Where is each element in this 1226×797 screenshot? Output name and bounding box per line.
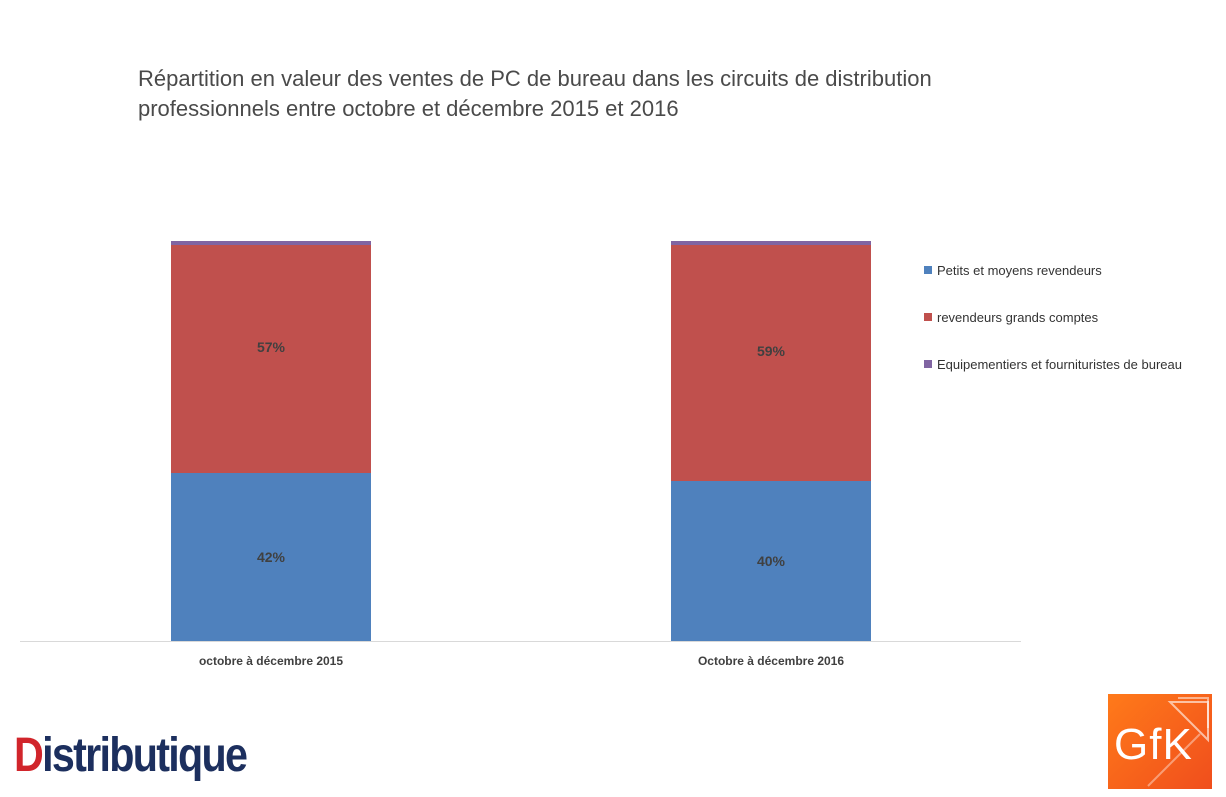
bar-segment-1-0 (171, 245, 371, 473)
legend-label-1: revendeurs grands comptes (937, 309, 1099, 325)
bar-segment-2-0 (171, 241, 371, 245)
gfk-logo: GfK (1108, 694, 1212, 789)
legend-item-1: revendeurs grands comptes (924, 307, 1224, 327)
legend-swatch-2 (924, 360, 932, 368)
data-label-0-0: 42% (257, 549, 286, 565)
legend-swatch-1 (924, 313, 932, 321)
legend-item-0: Petits et moyens revendeurs (924, 260, 1224, 280)
category-label-0: octobre à décembre 2015 (199, 654, 343, 668)
chart-title: Répartition en valeur des ventes de PC d… (138, 66, 932, 121)
chart-legend: Petits et moyens revendeurs revendeurs gr… (924, 260, 1224, 401)
legend-label-0: Petits et moyens revendeurs (937, 262, 1102, 278)
bar-segment-0-0 (171, 473, 371, 641)
legend-swatch-0 (924, 266, 932, 274)
bar-segment-2-1 (671, 241, 871, 245)
legend-item-2: Equipementiers et fournituristes de bure… (924, 354, 1224, 374)
category-label-1: Octobre à décembre 2016 (698, 654, 844, 668)
legend-label-2: Equipementiers et fournituristes de bure… (937, 356, 1182, 372)
data-label-1-0: 57% (257, 339, 286, 355)
distributique-logo: Distributique (14, 729, 248, 782)
data-label-1-1: 59% (757, 343, 786, 359)
bar-segment-1-1 (671, 245, 871, 481)
data-label-0-1: 40% (757, 553, 786, 569)
bar-segment-0-1 (671, 481, 871, 641)
